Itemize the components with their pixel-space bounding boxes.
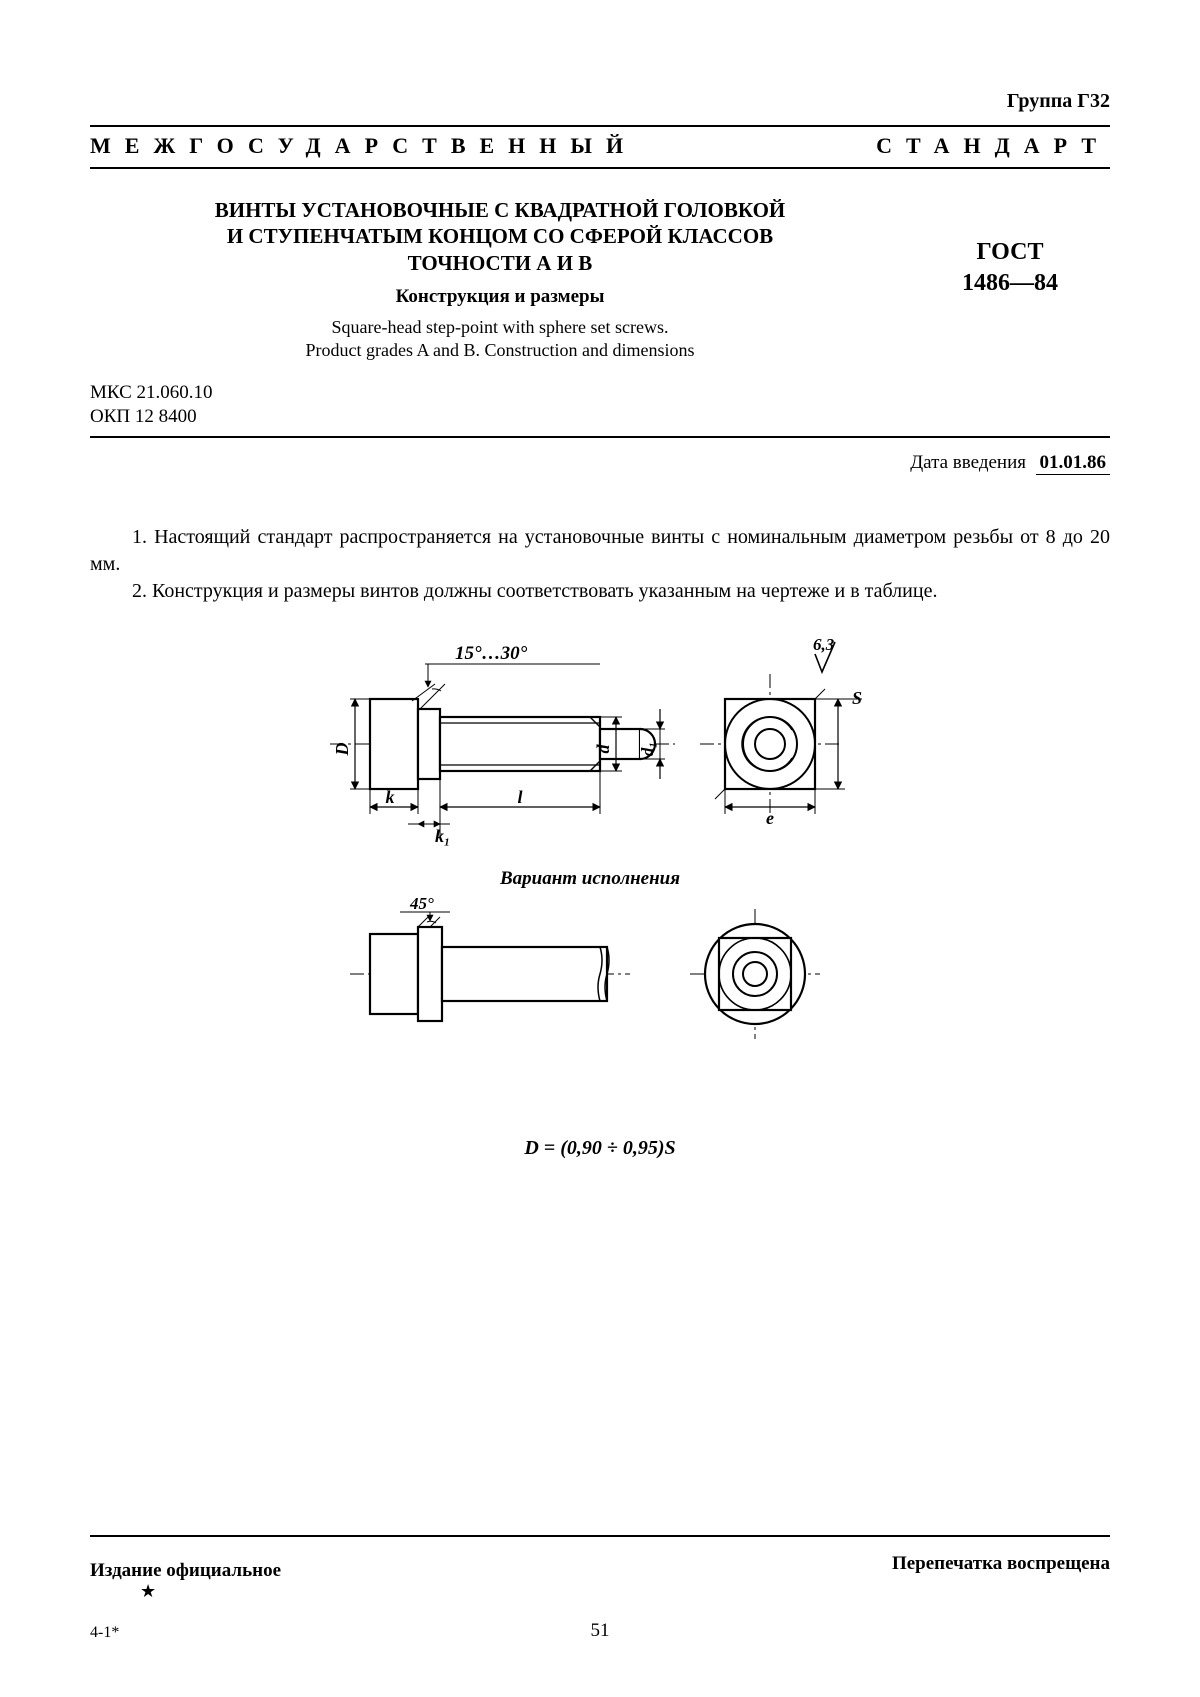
date-label: Дата введения (910, 452, 1026, 473)
body-text: 1. Настоящий стандарт распространяется н… (90, 524, 1110, 605)
dim-k1: k₁ (435, 826, 450, 846)
okp-code: ОКП 12 8400 (90, 405, 1110, 430)
title-line: ТОЧНОСТИ А И В (90, 250, 910, 276)
dim-D: D (332, 742, 352, 756)
title-line: ВИНТЫ УСТАНОВОЧНЫЕ С КВАДРАТНОЙ ГОЛОВКОЙ (90, 197, 910, 223)
classification-codes: МКС 21.060.10 ОКП 12 8400 (90, 381, 1110, 430)
title-en-line: Product grades A and B. Construction and… (90, 339, 910, 362)
title-line: И СТУПЕНЧАТЫМ КОНЦОМ СО СФЕРОЙ КЛАССОВ (90, 223, 910, 249)
mkc-code: МКС 21.060.10 (90, 381, 1110, 406)
angle-45: 45° (409, 894, 434, 913)
title-block: ВИНТЫ УСТАНОВОЧНЫЕ С КВАДРАТНОЙ ГОЛОВКОЙ… (90, 197, 910, 363)
english-title: Square-head step-point with sphere set s… (90, 316, 910, 363)
footer-divider (90, 1535, 1110, 1537)
angle-label: 15°…30° (455, 643, 528, 664)
gost-number-box: ГОСТ 1486—84 (910, 197, 1110, 299)
gost-number: 1486—84 (910, 268, 1110, 299)
formula: D = (0,90 ÷ 0,95)S (300, 1137, 900, 1160)
dim-k: k (386, 787, 395, 807)
variant-side-view: 45° (350, 894, 630, 1021)
variant-caption: Вариант исполнения (499, 868, 680, 889)
gost-label: ГОСТ (910, 237, 1110, 268)
interstate-standard-title: МЕЖГОСУДАРСТВЕННЫЙ СТАНДАРТ (90, 125, 1110, 169)
title-en-line: Square-head step-point with sphere set s… (90, 316, 910, 339)
paragraph: 1. Настоящий стандарт распространяется н… (90, 524, 1110, 578)
technical-drawing: D d d₁ k k₁ l (300, 629, 900, 1160)
page-number: 51 (0, 1620, 1200, 1642)
main-side-view: D d d₁ k k₁ l (330, 643, 675, 846)
dim-e: e (766, 808, 774, 828)
effective-date: Дата введения 01.01.86 (90, 452, 1110, 474)
document-header: ВИНТЫ УСТАНОВОЧНЫЕ С КВАДРАТНОЙ ГОЛОВКОЙ… (90, 197, 1110, 363)
variant-end-view (690, 909, 820, 1039)
dim-S: S (852, 688, 862, 708)
screw-diagram-svg: D d d₁ k k₁ l (300, 629, 900, 1129)
dim-l: l (517, 787, 522, 807)
group-label: Группа Г32 (90, 90, 1110, 113)
date-value: 01.01.86 (1036, 452, 1111, 475)
dim-d1: d₁ (638, 742, 657, 756)
roughness: 6,3 (813, 635, 835, 654)
main-end-view: S e 6,3 (700, 635, 862, 828)
divider (90, 436, 1110, 438)
dim-d: d (593, 743, 613, 753)
paragraph: 2. Конструкция и размеры винтов должны с… (90, 578, 1110, 605)
russian-title: ВИНТЫ УСТАНОВОЧНЫЕ С КВАДРАТНОЙ ГОЛОВКОЙ… (90, 197, 910, 276)
footer-left: Издание официальное (90, 1560, 281, 1582)
subtitle: Конструкция и размеры (90, 286, 910, 308)
footer-right: Перепечатка воспрещена (892, 1553, 1110, 1575)
footer-star-icon: ★ (140, 1581, 156, 1602)
